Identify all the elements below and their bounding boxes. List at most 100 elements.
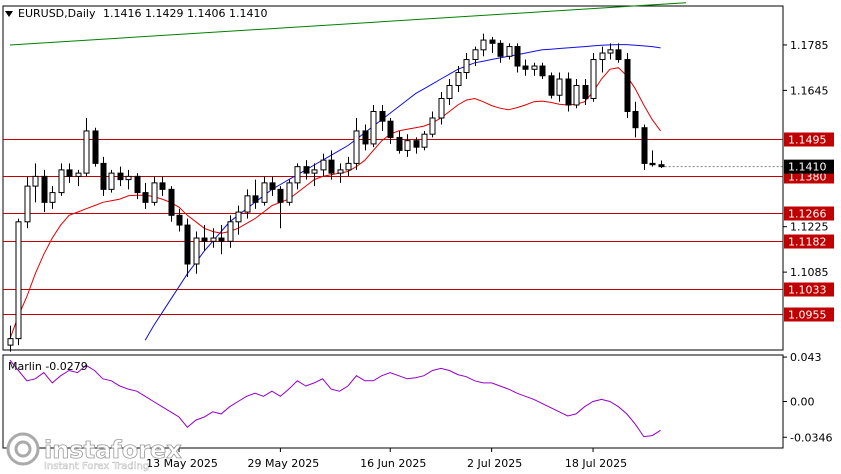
level-price-label: 1.1033 [788, 284, 827, 297]
candle-body [480, 39, 487, 51]
candle [472, 46, 479, 67]
candle [92, 127, 99, 167]
candle [396, 130, 403, 154]
candle-body [649, 162, 656, 166]
candle [590, 53, 597, 102]
candle [218, 225, 225, 255]
candle-body [201, 237, 208, 242]
candle-body [413, 140, 420, 148]
candle [142, 182, 149, 209]
candle [294, 163, 301, 190]
candle [531, 62, 538, 76]
candle [49, 186, 56, 209]
candle [497, 40, 504, 63]
candle-body [556, 78, 563, 96]
candle-body [92, 130, 99, 164]
candle-body [151, 182, 158, 203]
trendline-layer [9, 2, 687, 46]
time-tick-label: 13 May 2025 [146, 457, 218, 470]
level-price-tag [784, 206, 834, 221]
candle [320, 153, 327, 177]
marlin-line [9, 359, 661, 438]
candle-body [565, 78, 572, 106]
candle-body [387, 120, 394, 138]
candle [176, 208, 183, 232]
candle [159, 176, 166, 196]
candle-body [379, 110, 386, 122]
candle-body [514, 46, 521, 67]
candle-body [125, 175, 132, 181]
candle [24, 176, 31, 229]
candle-body [277, 188, 284, 203]
price-tick-label: 1.1645 [790, 84, 829, 97]
marlin-tick-label: 0.043 [790, 351, 822, 364]
candle [261, 176, 268, 206]
candle [134, 173, 141, 200]
candle-body [455, 72, 462, 87]
candle-body [15, 221, 22, 340]
candle [277, 186, 284, 229]
candle-body [582, 85, 589, 99]
candle [337, 163, 344, 183]
time-tick-label: 18 Jul 2025 [565, 457, 627, 470]
candle [370, 104, 377, 148]
price-tick-label: 1.1785 [790, 39, 829, 52]
candle [539, 62, 546, 80]
candle [117, 166, 124, 187]
candle-body [49, 192, 56, 203]
logo-emblem-inner-icon [14, 440, 32, 458]
candle [125, 169, 132, 190]
candle-body [438, 97, 445, 119]
time-axis: 13 May 2025 29 May 2025 16 Jun 2025 2 Jul 2… [146, 448, 627, 470]
candle-body [32, 175, 39, 187]
candle-body [658, 164, 665, 168]
level-price-tag [784, 282, 834, 297]
candle [151, 176, 158, 206]
logo-emblem-icon [6, 432, 40, 466]
price-tick-label: 1.1225 [790, 221, 829, 234]
candle-body [235, 211, 242, 223]
candle [7, 325, 14, 352]
collapse-triangle-icon[interactable] [5, 11, 13, 17]
candle [514, 43, 521, 73]
marlin-indicator: 0.043 0.00 -0.0346 [9, 351, 832, 444]
watermark-tagline: Instant Forex Trading [44, 461, 149, 472]
candle [286, 179, 293, 206]
candle [244, 189, 251, 219]
candle-body [41, 175, 48, 203]
candle-body [607, 49, 614, 54]
candle [641, 124, 648, 170]
candle [658, 160, 665, 168]
candle-body [108, 172, 115, 190]
candle [15, 218, 22, 346]
levels-layer: 1.1495 1.1380 1.1266 1.1182 1.1033 1.0955 [3, 132, 834, 322]
price-axis: 1.1785 1.1645 1.1225 1.1085 1.1410 [664, 39, 834, 279]
candle [311, 163, 318, 187]
level-price-tag [784, 132, 834, 147]
candle-body [522, 65, 529, 70]
candle [413, 137, 420, 154]
candle [387, 117, 394, 144]
candle [446, 79, 453, 105]
candle-body [353, 130, 360, 164]
candle-body [641, 127, 648, 164]
candle [582, 79, 589, 105]
candle [193, 231, 200, 274]
candle-body [599, 52, 606, 61]
candle [455, 66, 462, 92]
candle [615, 43, 622, 63]
candle-body [539, 65, 546, 77]
ohlc-readout: 1.1416 1.1429 1.1406 1.1410 [103, 7, 267, 20]
candle-body [58, 169, 65, 194]
sma-fast-line [9, 67, 662, 339]
candle [556, 72, 563, 102]
candle-body [489, 39, 496, 44]
candle-body [218, 237, 225, 242]
candle-body [328, 159, 335, 174]
candle [75, 169, 82, 187]
candle [201, 225, 208, 252]
candle [328, 150, 335, 180]
level-price-label: 1.1495 [788, 134, 827, 147]
candle-body [66, 169, 73, 177]
